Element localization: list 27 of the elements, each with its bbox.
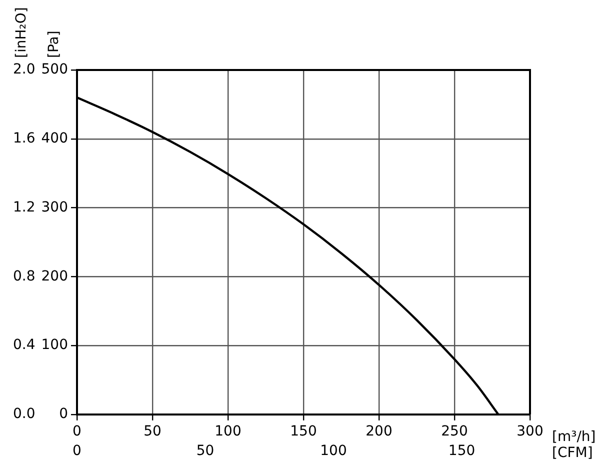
x-tick-label: 200 [366, 423, 392, 440]
y-axis-title: [Pa] [46, 30, 62, 58]
x2-tick-label: 0 [72, 443, 82, 460]
y-tick-label: 100 [41, 337, 68, 354]
y2-tick-label: 0.4 [13, 337, 36, 354]
x-axis-title: [m³/h] [552, 429, 596, 446]
y-tick-label: 0 [59, 406, 68, 422]
x-tick-label: 250 [441, 423, 468, 440]
x-tick-label: 150 [290, 423, 317, 440]
y-tick-label: 400 [41, 130, 68, 147]
x2-tick-label: 100 [320, 443, 347, 460]
y-tick-label: 200 [41, 268, 68, 284]
y2-tick-label: 0.0 [13, 406, 36, 422]
x2-tick-label: 150 [448, 443, 476, 460]
y2-axis-title: [inH₂O] [14, 7, 30, 58]
y2-tick-label: 0.8 [13, 268, 36, 284]
x-tick-label: 300 [516, 423, 544, 440]
x-tick-label: 100 [214, 423, 242, 440]
y2-tick-label: 1.2 [13, 199, 36, 216]
y-tick-label: 500 [41, 62, 68, 78]
x-tick-label: 50 [144, 423, 162, 440]
y-tick-label: 300 [41, 199, 68, 216]
x2-tick-label: 50 [196, 443, 214, 460]
x2-axis-title: [CFM] [552, 444, 593, 461]
y2-tick-label: 2.0 [13, 62, 36, 78]
x-tick-label: 0 [72, 423, 82, 440]
y2-tick-label: 1.6 [13, 130, 36, 147]
